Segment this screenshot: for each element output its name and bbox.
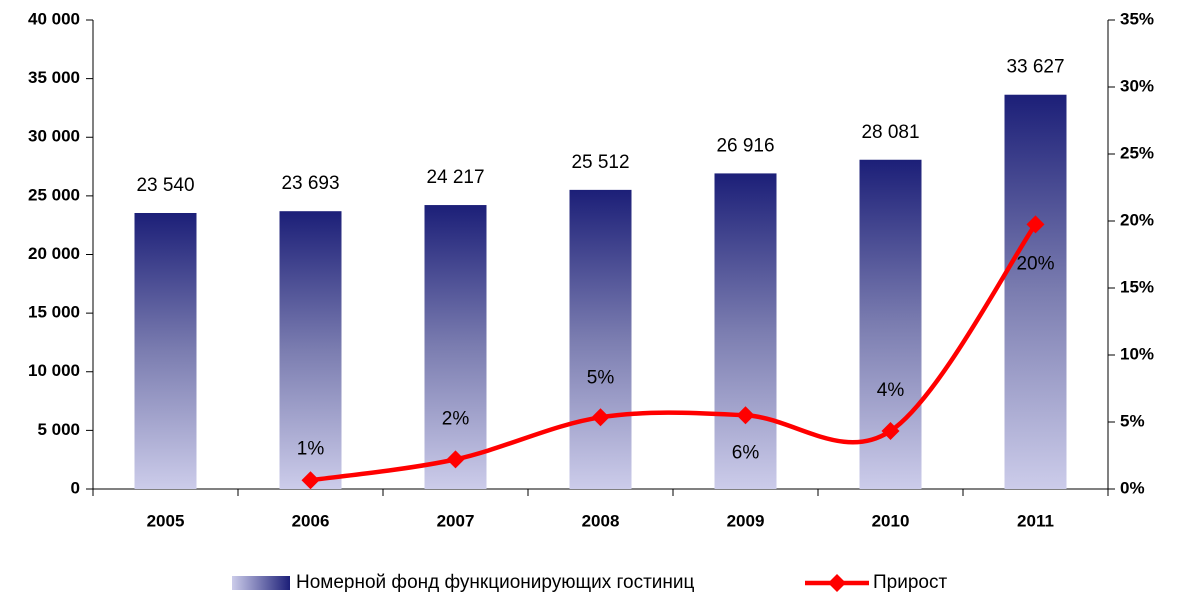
legend-label: Номерной фонд функционирующих гостиниц bbox=[296, 572, 695, 593]
data-label: 26 916 bbox=[716, 135, 774, 156]
marker bbox=[591, 408, 610, 427]
y2-tick-label: 20% bbox=[1120, 210, 1154, 229]
legend-marker bbox=[828, 574, 846, 592]
y2-tick-label: 15% bbox=[1120, 277, 1154, 296]
marker bbox=[301, 471, 320, 490]
data-label: 23 540 bbox=[136, 175, 194, 196]
y2-tick-label: 5% bbox=[1120, 411, 1145, 430]
x-tick-label: 2007 bbox=[437, 511, 475, 530]
data-label: 33 627 bbox=[1006, 57, 1064, 78]
x-tick-label: 2011 bbox=[1017, 511, 1054, 530]
data-label: 1% bbox=[297, 438, 325, 459]
data-label: 5% bbox=[587, 367, 615, 388]
y-tick-label: 15 000 bbox=[28, 303, 80, 322]
data-label: 23 693 bbox=[281, 173, 339, 194]
data-label: 28 081 bbox=[861, 122, 919, 143]
legend-label: Прирост bbox=[873, 572, 947, 593]
data-label: 4% bbox=[877, 380, 905, 401]
y2-tick-label: 35% bbox=[1120, 9, 1154, 28]
data-label: 2% bbox=[442, 408, 470, 429]
bar bbox=[1004, 94, 1067, 490]
marker bbox=[1026, 215, 1045, 234]
bar bbox=[714, 173, 777, 489]
legend-swatch bbox=[232, 576, 290, 590]
data-label: 6% bbox=[732, 442, 760, 463]
bar bbox=[134, 212, 197, 489]
data-label: 24 217 bbox=[426, 167, 484, 188]
x-tick-label: 2009 bbox=[727, 511, 765, 530]
line bbox=[310, 223, 1038, 483]
bar bbox=[424, 205, 487, 490]
y-tick-label: 35 000 bbox=[28, 68, 80, 87]
y2-tick-label: 10% bbox=[1120, 344, 1154, 363]
y2-tick-label: 25% bbox=[1120, 143, 1154, 162]
data-label: 25 512 bbox=[571, 152, 629, 173]
marker bbox=[881, 421, 900, 440]
y-tick-label: 20 000 bbox=[28, 244, 80, 263]
bar bbox=[569, 189, 632, 489]
marker bbox=[736, 406, 755, 425]
marker bbox=[446, 450, 465, 469]
x-tick-label: 2010 bbox=[872, 511, 910, 530]
bar bbox=[279, 211, 342, 489]
y2-tick-label: 0% bbox=[1120, 478, 1145, 497]
x-tick-label: 2008 bbox=[582, 511, 620, 530]
x-tick-label: 2005 bbox=[147, 511, 185, 530]
y-tick-label: 25 000 bbox=[28, 185, 80, 204]
y-tick-label: 30 000 bbox=[28, 127, 80, 146]
y2-tick-label: 30% bbox=[1120, 76, 1154, 95]
y-tick-label: 40 000 bbox=[28, 9, 80, 28]
y-tick-label: 10 000 bbox=[28, 361, 80, 380]
data-label: 20% bbox=[1016, 253, 1054, 274]
y-tick-label: 0 bbox=[71, 478, 80, 497]
x-tick-label: 2006 bbox=[292, 511, 330, 530]
y-tick-label: 5 000 bbox=[37, 420, 80, 439]
